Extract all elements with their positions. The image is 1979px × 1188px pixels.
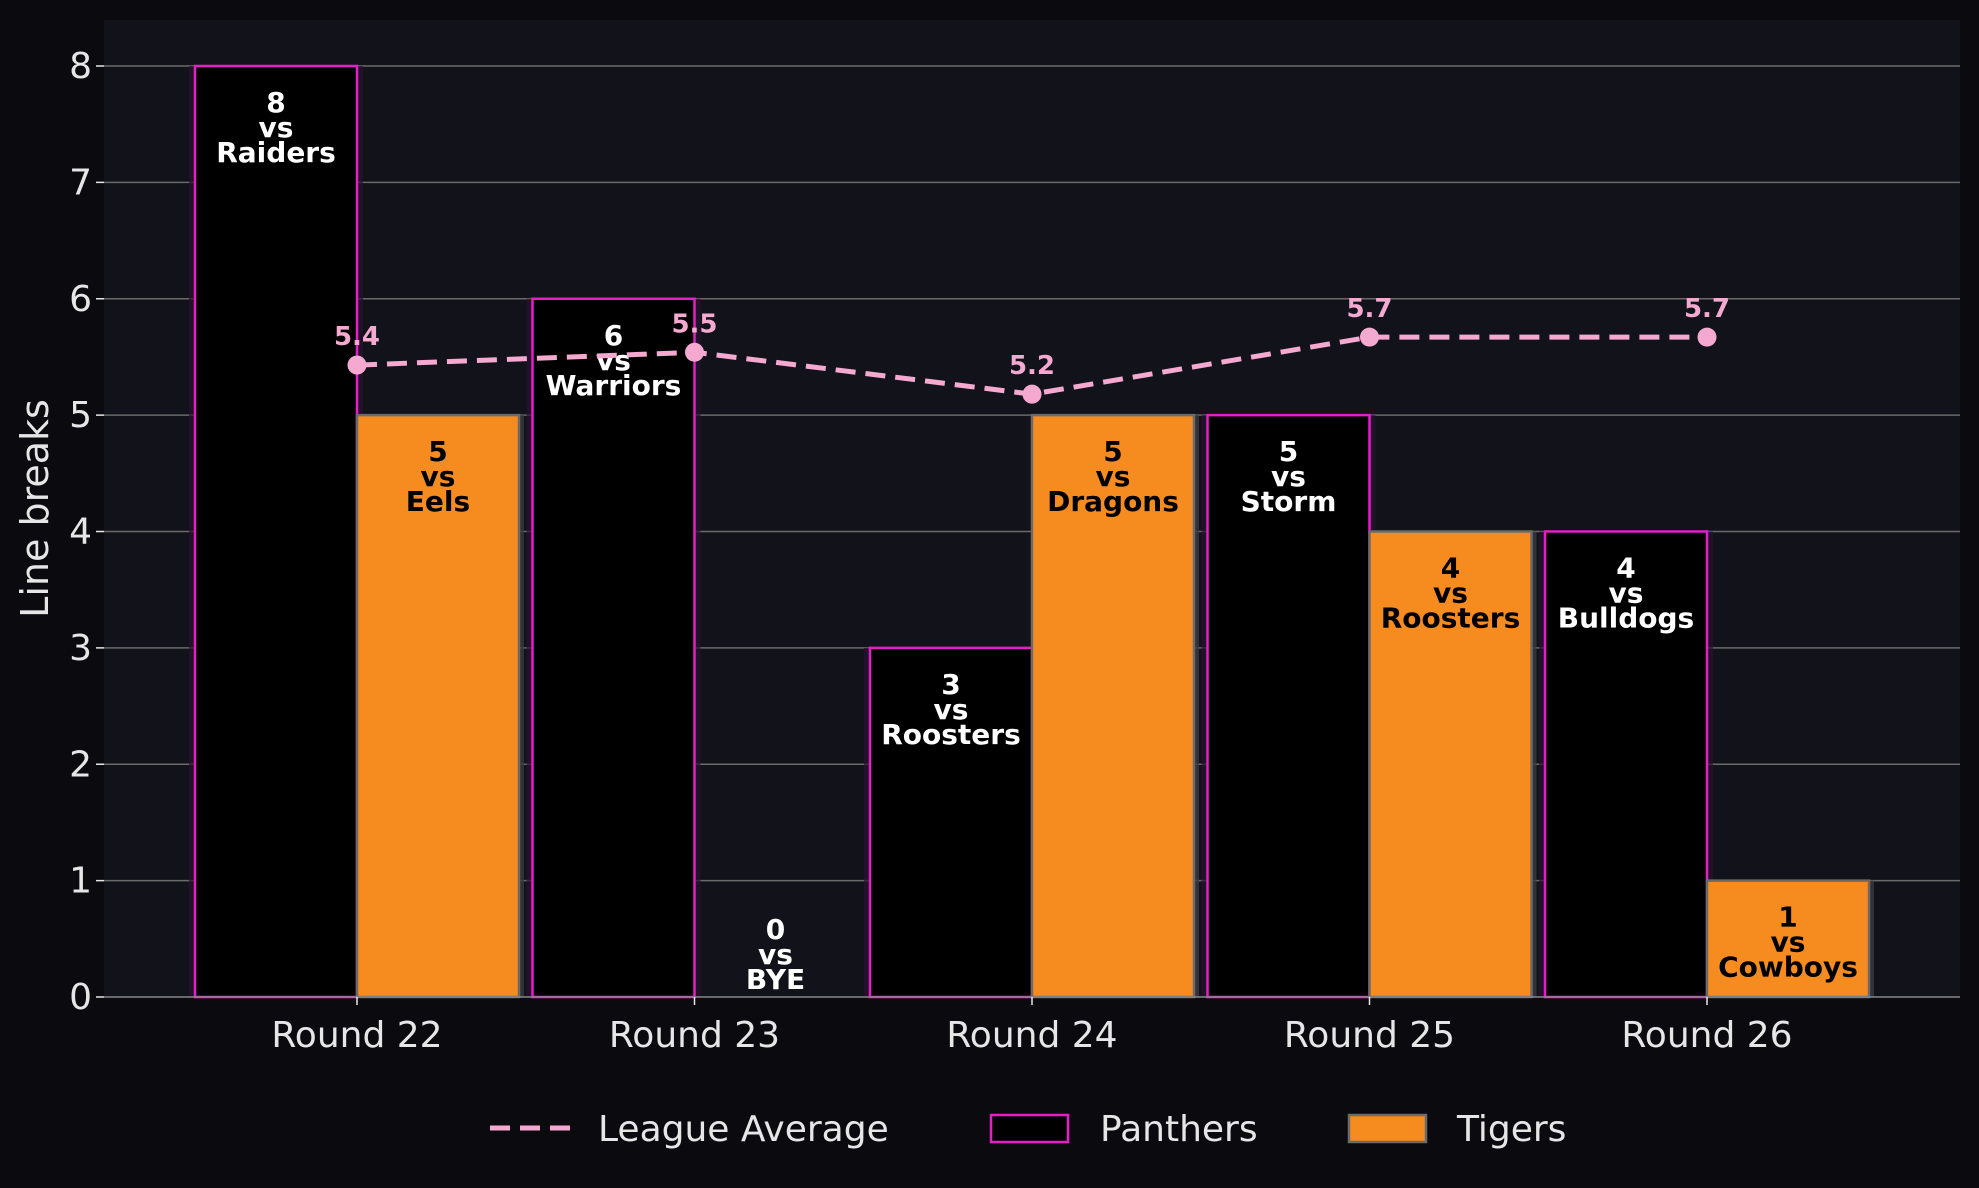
y-tick-label: 4	[69, 512, 92, 553]
x-tick-label: Round 26	[1621, 1015, 1792, 1056]
bar-label-line: Storm	[1241, 485, 1337, 518]
panthers-bar	[1543, 530, 1709, 999]
average-value-label: 5.7	[1684, 294, 1730, 324]
bar-label-line: Dragons	[1047, 485, 1179, 518]
bar-label-line: BYE	[746, 963, 805, 996]
legend-tigers-swatch	[1347, 1113, 1428, 1144]
bar-label-line: vs	[421, 460, 456, 493]
x-tick-label: Round 22	[271, 1015, 442, 1056]
bar-label-line: vs	[758, 938, 793, 971]
average-point	[1697, 327, 1717, 347]
x-tick-label: Round 24	[946, 1015, 1117, 1056]
average-point	[1360, 327, 1379, 347]
bar-label-line: vs	[1609, 577, 1644, 610]
bar-label-line: Roosters	[1381, 602, 1521, 635]
tigers-bar	[355, 413, 521, 999]
bar-label-line: 3	[941, 668, 960, 701]
bar-label-line: 1	[1778, 901, 1797, 934]
average-value-label: 5.2	[1009, 351, 1055, 381]
average-point	[1022, 384, 1042, 404]
bar-label-line: Roosters	[881, 718, 1021, 751]
y-axis-label: Line breaks	[13, 399, 57, 618]
x-tick-label: Round 25	[1284, 1015, 1455, 1056]
bar-label-line: vs	[1771, 926, 1806, 959]
y-tick-label: 7	[69, 162, 92, 203]
panthers-bar	[1206, 413, 1371, 999]
y-tick-label: 0	[69, 977, 92, 1018]
average-value-label: 5.4	[334, 322, 380, 352]
legend-average-label: League Average	[598, 1109, 889, 1150]
bar-label-line: 5	[1279, 435, 1298, 468]
y-tick-label: 2	[69, 744, 92, 785]
bar-label-line: vs	[1096, 460, 1131, 493]
panthers-bar	[193, 64, 359, 999]
bar-label-line: vs	[1271, 460, 1306, 493]
legend-panthers-label: Panthers	[1100, 1109, 1258, 1150]
bar-label-line: 4	[1616, 552, 1635, 585]
bar-label-line: 6	[604, 319, 623, 352]
bar-label-line: vs	[934, 693, 969, 726]
bars	[189, 64, 1874, 999]
bar-label-line: Cowboys	[1718, 951, 1858, 984]
bar-labels: 8vsRaiders5vsEels6vsWarriors0vsBYE3vsRoo…	[216, 86, 1858, 996]
average-line: 5.4 5.5 5.2 5.7 5.7	[334, 294, 1730, 404]
tigers-bar	[1368, 530, 1533, 999]
y-tick-label: 3	[69, 628, 92, 669]
legend: League Average Panthers Tigers	[490, 1109, 1566, 1150]
average-point	[347, 355, 367, 375]
average-value-label: 5.5	[671, 309, 717, 339]
bar-label-line: 8	[266, 86, 285, 119]
average-point	[685, 342, 704, 362]
bar-label-line: Warriors	[546, 369, 682, 402]
bar-label-line: vs	[259, 111, 294, 144]
bar-label-line: 5	[428, 435, 447, 468]
y-tick-label: 8	[69, 46, 92, 87]
tigers-bar	[1705, 879, 1871, 999]
bar-label-line: vs	[1433, 577, 1468, 610]
y-tick-label: 5	[69, 395, 92, 436]
panthers-bar	[531, 297, 696, 999]
panthers-bar	[868, 646, 1034, 999]
bar-label-line: vs	[596, 344, 631, 377]
bar-label-line: Bulldogs	[1558, 602, 1694, 635]
y-tick-label: 1	[69, 861, 92, 902]
axes: 0 1 2 3 4 5 6 7 8 Line breaks Round 22 Round 23 Roun…	[13, 46, 1960, 1056]
bar-label-line: Eels	[406, 485, 470, 518]
legend-panthers-swatch	[989, 1113, 1070, 1144]
legend-tigers-label: Tigers	[1456, 1109, 1566, 1150]
x-tick-label: Round 23	[609, 1015, 780, 1056]
bar-label-line: 0	[766, 913, 785, 946]
bar-label-line: 4	[1441, 552, 1460, 585]
y-tick-label: 6	[69, 279, 92, 320]
bar-label-line: Raiders	[216, 136, 336, 169]
bar-label-line: 5	[1103, 435, 1122, 468]
average-value-label: 5.7	[1346, 294, 1392, 324]
